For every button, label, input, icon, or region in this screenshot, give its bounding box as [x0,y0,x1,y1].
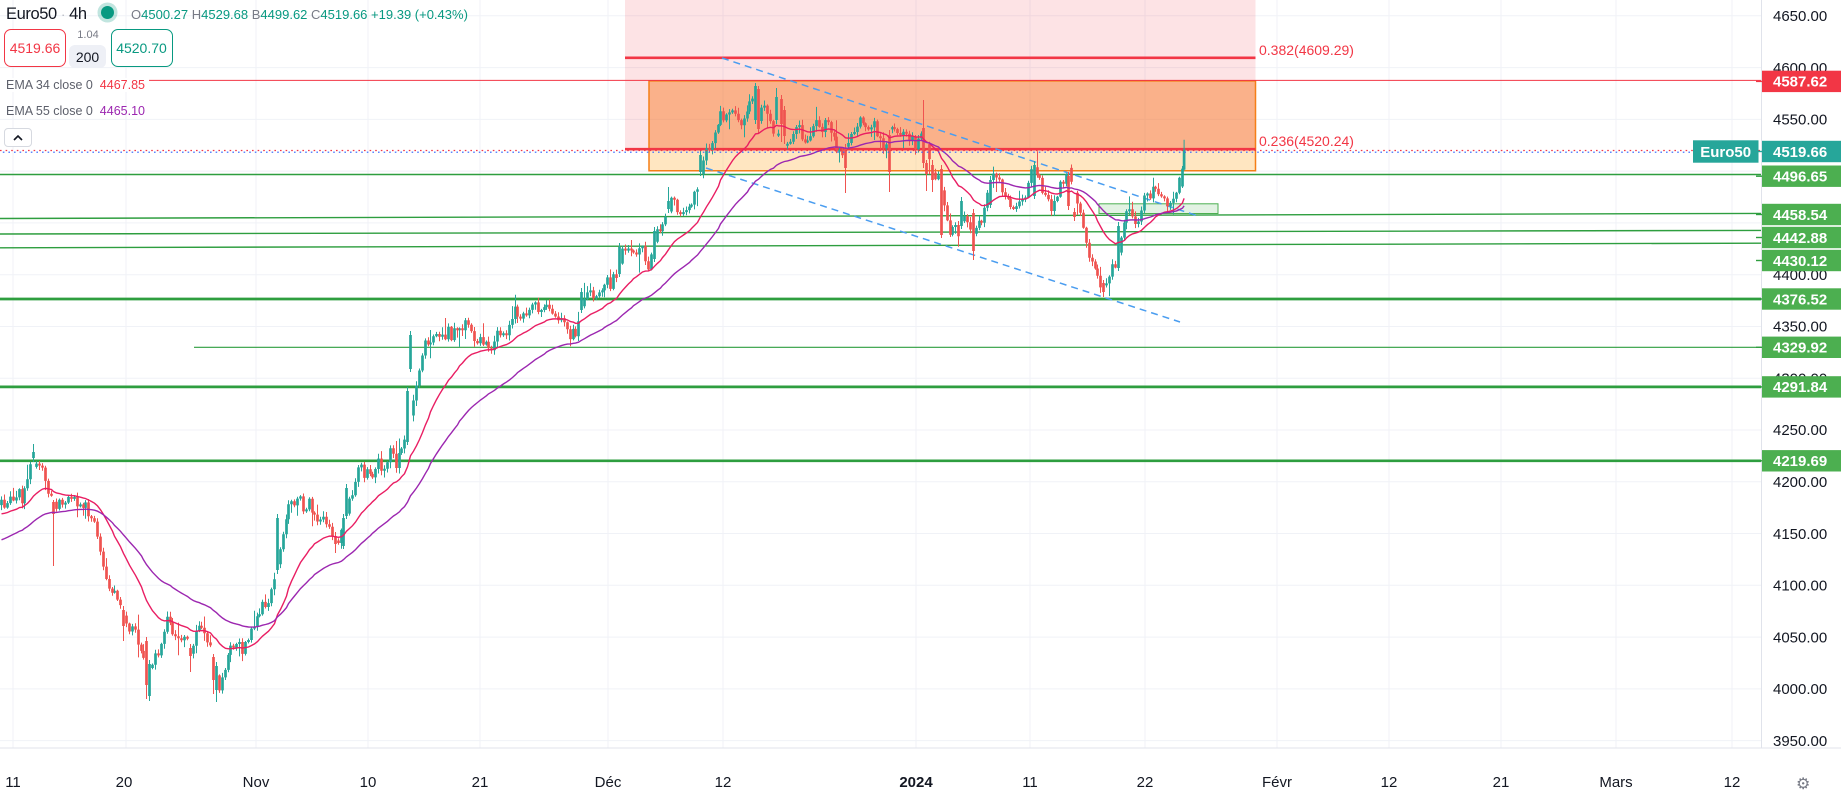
svg-text:20: 20 [116,774,133,791]
svg-text:21: 21 [472,774,489,791]
svg-text:4519.66: 4519.66 [1773,144,1827,161]
svg-text:0.382(4609.29): 0.382(4609.29) [1259,42,1354,58]
svg-text:Nov: Nov [243,774,270,791]
svg-text:Euro50: Euro50 [1700,144,1751,161]
svg-text:4150.00: 4150.00 [1773,526,1827,543]
svg-text:10: 10 [360,774,377,791]
svg-text:22: 22 [1137,774,1154,791]
svg-text:4250.00: 4250.00 [1773,422,1827,439]
svg-text:4587.62: 4587.62 [1773,74,1827,91]
svg-text:4291.84: 4291.84 [1773,379,1828,396]
svg-text:3950.00: 3950.00 [1773,733,1827,750]
svg-text:4650.00: 4650.00 [1773,8,1827,25]
svg-text:Févr: Févr [1262,774,1292,791]
svg-text:4000.00: 4000.00 [1773,681,1827,698]
svg-text:12: 12 [1724,774,1741,791]
svg-text:12: 12 [1381,774,1398,791]
svg-text:4442.88: 4442.88 [1773,230,1827,247]
svg-text:Déc: Déc [595,774,622,791]
svg-text:4219.69: 4219.69 [1773,453,1827,470]
svg-text:12: 12 [715,774,732,791]
svg-text:Mars: Mars [1599,774,1632,791]
svg-text:11: 11 [1022,774,1038,791]
svg-text:4329.92: 4329.92 [1773,340,1827,357]
svg-text:4430.12: 4430.12 [1773,253,1827,270]
svg-text:4376.52: 4376.52 [1773,291,1827,308]
svg-text:4200.00: 4200.00 [1773,474,1827,491]
svg-text:4550.00: 4550.00 [1773,112,1827,129]
svg-text:⚙: ⚙ [1796,776,1810,793]
svg-text:2024: 2024 [899,774,933,791]
svg-text:4100.00: 4100.00 [1773,578,1827,595]
svg-text:4350.00: 4350.00 [1773,319,1827,336]
svg-text:4050.00: 4050.00 [1773,629,1827,646]
svg-text:4458.54: 4458.54 [1773,207,1828,224]
svg-text:11: 11 [5,774,21,791]
svg-text:21: 21 [1493,774,1510,791]
svg-text:0.236(4520.24): 0.236(4520.24) [1259,133,1354,149]
svg-text:4496.65: 4496.65 [1773,169,1827,186]
